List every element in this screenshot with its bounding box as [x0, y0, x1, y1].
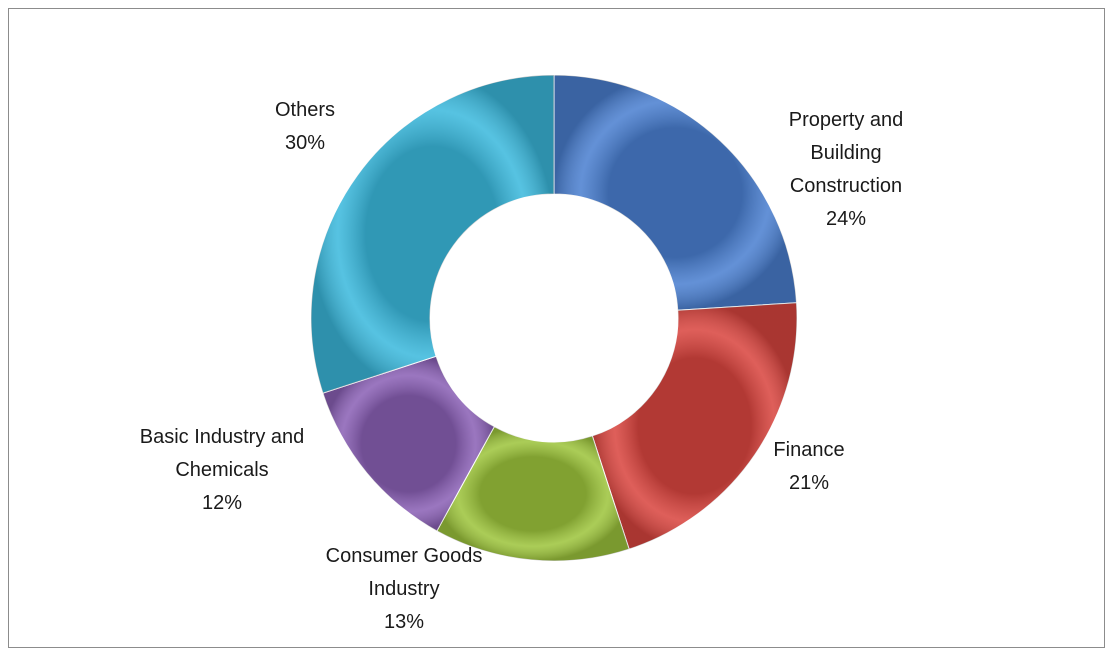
slices-group — [310, 74, 798, 562]
label-consumer-goods-industry: Consumer Goods Industry 13% — [326, 545, 483, 631]
doughnut-chart: Property and Building Construction 24% Finan… — [140, 74, 904, 631]
slice-shading-basic-industry-and-chemicals — [322, 356, 495, 531]
category-label-line: Basic Industry and — [140, 426, 305, 448]
label-basic-industry-and-chemicals: Basic Industry and Chemicals 12% — [140, 426, 305, 514]
labels-group: Property and Building Construction 24% Finan… — [140, 99, 904, 631]
category-label-line: Property and — [789, 109, 904, 131]
category-label-line: Others — [275, 99, 335, 121]
percent-label: 30% — [285, 132, 325, 154]
category-label-line: Construction — [790, 175, 902, 197]
category-label-line: Consumer Goods — [326, 545, 483, 567]
category-label-line: Finance — [773, 439, 844, 461]
slice-shading-consumer-goods-industry — [436, 426, 630, 561]
percent-label: 24% — [826, 208, 866, 230]
slice-shading-others — [311, 75, 554, 394]
label-others: Others 30% — [275, 99, 335, 154]
percent-label: 12% — [202, 492, 242, 514]
percent-label: 21% — [789, 472, 829, 494]
percent-label: 13% — [384, 611, 424, 631]
category-label-line: Building — [810, 142, 881, 164]
category-label-line: Industry — [368, 578, 439, 600]
slice-shading-property-and-building-construction — [554, 75, 797, 311]
label-property-and-building-construction: Property and Building Construction 24% — [789, 109, 904, 230]
label-finance: Finance 21% — [773, 439, 844, 494]
slice-shading-finance — [592, 302, 797, 550]
category-label-line: Chemicals — [175, 459, 268, 481]
